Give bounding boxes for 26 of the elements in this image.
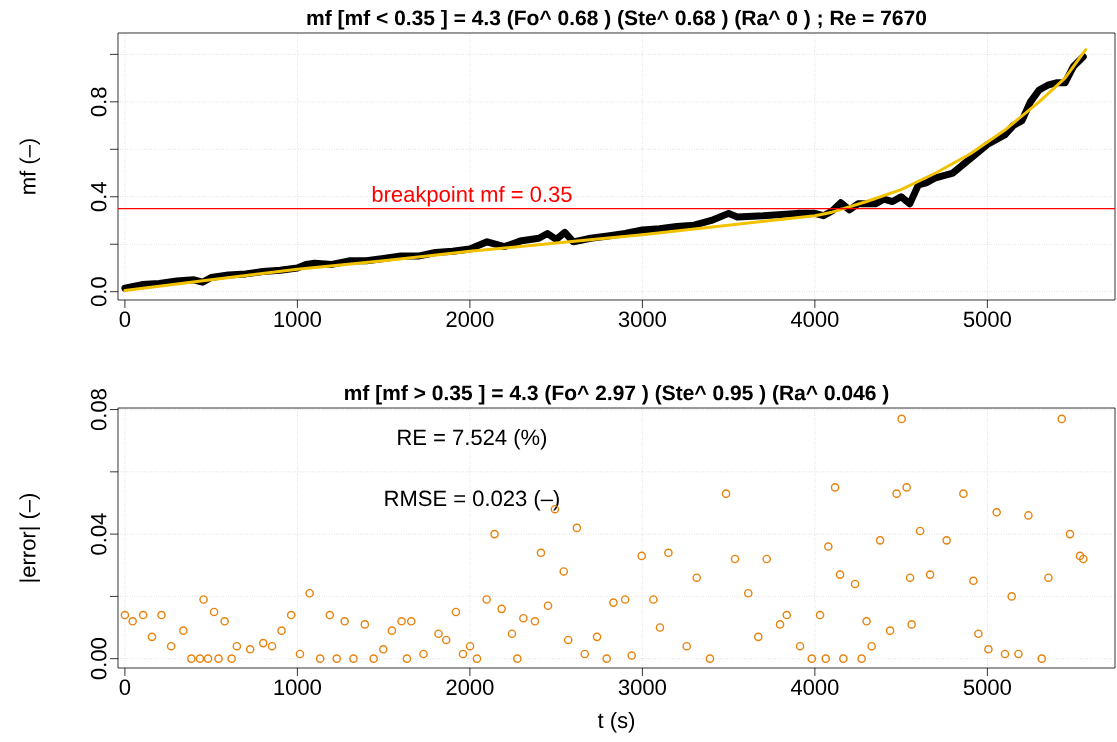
- x-tick-label: 3000: [618, 679, 666, 696]
- y-axis-title: mf (–): [19, 139, 41, 194]
- ref-line-label: breakpoint mf = 0.35: [372, 185, 572, 207]
- chart-title: mf [mf > 0.35 ] = 4.3 (Fo^ 2.97 ) (Ste^ 0.95 ) (Ra^ 0.046 ): [345, 384, 889, 405]
- annotation: RE = 7.524 (%): [398, 428, 547, 450]
- x-tick-label: 5000: [963, 311, 1011, 328]
- x-tick-label: 2000: [446, 311, 494, 328]
- x-axis-title: t (s): [597, 711, 635, 733]
- x-tick-label: 4000: [790, 679, 839, 696]
- y-tick-label: 0.08: [90, 389, 107, 431]
- y-axis-title: |error| (–): [19, 493, 41, 582]
- x-tick-label: 0: [119, 679, 131, 696]
- y-tick-label: 0.8: [90, 87, 107, 117]
- y-tick-label: 0.0: [90, 277, 107, 307]
- x-tick-label: 4000: [790, 311, 839, 328]
- x-tick-label: 0: [119, 311, 131, 328]
- x-tick-label: 2000: [446, 679, 494, 696]
- x-tick-label: 5000: [963, 679, 1011, 696]
- y-tick-label: 0.00: [90, 638, 107, 680]
- annotation: RMSE = 0.023 (–): [385, 490, 559, 511]
- x-tick-label: 1000: [274, 679, 321, 696]
- x-tick-label: 3000: [618, 311, 666, 328]
- y-tick-label: 0.4: [90, 182, 107, 212]
- chart-title: mf [mf < 0.35 ] = 4.3 (Fo^ 0.68 ) (Ste^ 0.68 ) (Ra^ 0 ) ; Re = 7670: [307, 9, 927, 30]
- x-tick-label: 1000: [274, 311, 321, 328]
- y-tick-label: 0.04: [90, 513, 107, 555]
